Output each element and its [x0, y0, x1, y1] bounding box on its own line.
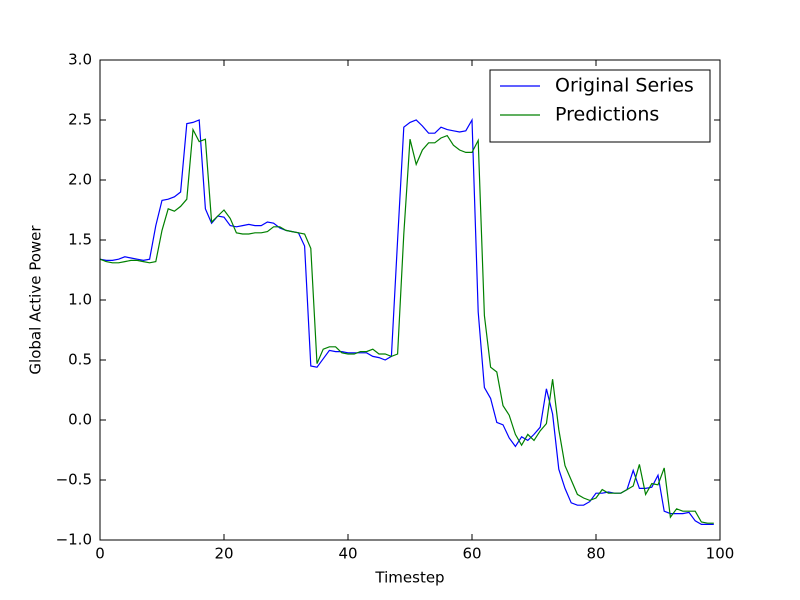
x-tick-label: 60 [462, 545, 481, 563]
x-tick-label: 40 [338, 545, 357, 563]
y-tick-label: −0.5 [56, 471, 92, 489]
y-tick-label: 1.5 [68, 231, 92, 249]
y-tick-label: −1.0 [56, 531, 92, 549]
y-tick-label: 1.0 [68, 291, 92, 309]
legend-label: Predictions [555, 104, 659, 126]
x-tick-label: 100 [706, 545, 735, 563]
y-axis-label: Global Active Power [27, 225, 45, 375]
y-tick-label: 2.5 [68, 111, 92, 129]
x-tick-label: 80 [586, 545, 605, 563]
x-tick-label: 20 [214, 545, 233, 563]
y-tick-label: 3.0 [68, 51, 92, 69]
x-tick-label: 0 [95, 545, 105, 563]
x-axis-label: Timestep [374, 569, 444, 587]
y-tick-label: 0.0 [68, 411, 92, 429]
y-tick-label: 0.5 [68, 351, 92, 369]
legend-box [489, 69, 711, 143]
series-line [99, 127, 714, 524]
plot-frame [99, 59, 721, 541]
y-tick-label: 2.0 [68, 171, 92, 189]
legend-label: Original Series [555, 75, 694, 97]
